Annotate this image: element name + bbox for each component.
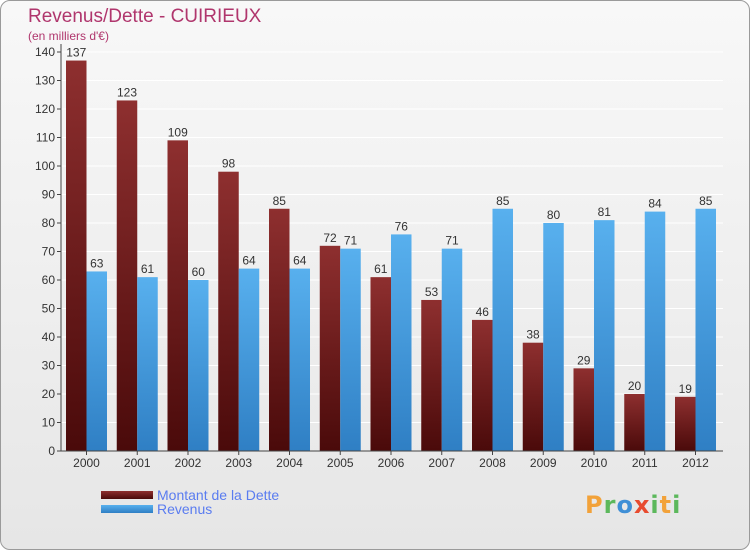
bar-revenue <box>340 248 361 451</box>
y-tick-label: 90 <box>42 188 56 202</box>
y-tick-label: 70 <box>42 245 56 259</box>
x-tick-label: 2010 <box>581 456 608 470</box>
bar-revenue <box>441 248 463 451</box>
x-tick-label: 2004 <box>276 456 303 470</box>
data-label-debt: 53 <box>425 285 439 299</box>
bar-revenue <box>188 280 209 451</box>
data-label-debt: 98 <box>222 157 236 171</box>
bar-debt <box>675 396 696 451</box>
data-label-revenue: 60 <box>192 265 206 279</box>
y-tick-label: 60 <box>42 273 56 287</box>
bar-debt <box>116 100 138 451</box>
chart-subtitle: (en milliers d'€) <box>28 29 109 43</box>
legend-label-revenue: Revenus <box>157 500 213 517</box>
bar-revenue <box>391 234 412 451</box>
bar-debt <box>167 140 188 451</box>
x-tick-label: 2006 <box>378 456 405 470</box>
legend-item-revenue: Revenus <box>101 500 213 517</box>
data-label-revenue: 85 <box>496 194 510 208</box>
data-label-revenue: 76 <box>395 219 409 233</box>
y-tick-label: 130 <box>35 74 55 88</box>
x-tick-label: 2012 <box>682 456 709 470</box>
bar-debt <box>573 368 594 451</box>
data-label-debt: 20 <box>628 379 642 393</box>
bar-debt <box>472 319 493 451</box>
bar-debt <box>66 60 87 452</box>
chart-title: Revenus/Dette - CUIRIEUX <box>28 6 262 27</box>
data-label-revenue: 81 <box>598 205 612 219</box>
y-tick-label: 30 <box>42 359 56 373</box>
x-tick-label: 2008 <box>479 456 506 470</box>
data-label-debt: 38 <box>526 328 540 342</box>
data-label-revenue: 64 <box>293 254 307 268</box>
y-tick-label: 120 <box>35 102 55 116</box>
data-label-debt: 109 <box>168 125 188 139</box>
data-label-revenue: 85 <box>699 194 713 208</box>
x-tick-label: 2009 <box>530 456 557 470</box>
y-tick-label: 10 <box>42 416 56 430</box>
bar-revenue <box>644 211 666 451</box>
x-tick-label: 2005 <box>327 456 354 470</box>
data-label-debt: 46 <box>476 305 490 319</box>
data-label-debt: 29 <box>577 353 591 367</box>
data-label-revenue: 61 <box>141 262 155 276</box>
y-tick-label: 80 <box>42 216 56 230</box>
data-label-revenue: 71 <box>344 234 358 248</box>
x-tick-label: 2001 <box>124 456 151 470</box>
x-tick-label: 2007 <box>428 456 455 470</box>
bar-revenue <box>695 208 716 451</box>
bar-debt <box>624 394 645 451</box>
data-label-debt: 61 <box>374 262 388 276</box>
proxiti-logo: Proxiti <box>585 491 682 519</box>
y-tick-label: 100 <box>35 159 55 173</box>
bar-debt <box>218 171 239 451</box>
data-label-revenue: 80 <box>547 208 561 222</box>
x-tick-label: 2002 <box>175 456 202 470</box>
data-label-revenue: 84 <box>648 197 662 211</box>
data-label-debt: 137 <box>66 46 86 60</box>
bar-revenue <box>289 268 310 451</box>
data-label-revenue: 71 <box>445 234 459 248</box>
bar-debt <box>370 277 391 451</box>
legend-swatch-revenue <box>101 504 153 513</box>
bar-revenue <box>137 277 158 451</box>
y-tick-label: 140 <box>35 45 55 59</box>
legend-swatch-debt <box>101 490 153 499</box>
y-tick-label: 0 <box>48 444 55 458</box>
data-label-debt: 19 <box>679 382 693 396</box>
bar-revenue <box>543 223 564 451</box>
bar-revenue <box>238 268 260 451</box>
x-tick-label: 2000 <box>73 456 100 470</box>
y-tick-label: 20 <box>42 387 56 401</box>
bar-debt <box>269 208 290 451</box>
data-label-revenue: 64 <box>242 254 256 268</box>
bar-revenue <box>86 271 107 451</box>
y-tick-label: 50 <box>42 302 56 316</box>
data-label-revenue: 63 <box>90 256 104 270</box>
data-label-debt: 85 <box>273 194 287 208</box>
legend-item-debt: Montant de la Dette <box>101 486 280 503</box>
bar-debt <box>522 342 544 451</box>
bar-debt <box>421 299 442 451</box>
bar-revenue <box>594 220 615 451</box>
y-tick-label: 40 <box>42 330 56 344</box>
x-tick-label: 2011 <box>632 456 658 470</box>
data-label-debt: 123 <box>117 85 137 99</box>
data-label-debt: 72 <box>323 231 337 245</box>
legend-label-debt: Montant de la Dette <box>157 486 280 503</box>
bar-debt <box>319 245 341 451</box>
x-tick-label: 2003 <box>225 456 252 470</box>
bar-revenue <box>492 208 513 451</box>
y-tick-label: 110 <box>36 131 55 145</box>
